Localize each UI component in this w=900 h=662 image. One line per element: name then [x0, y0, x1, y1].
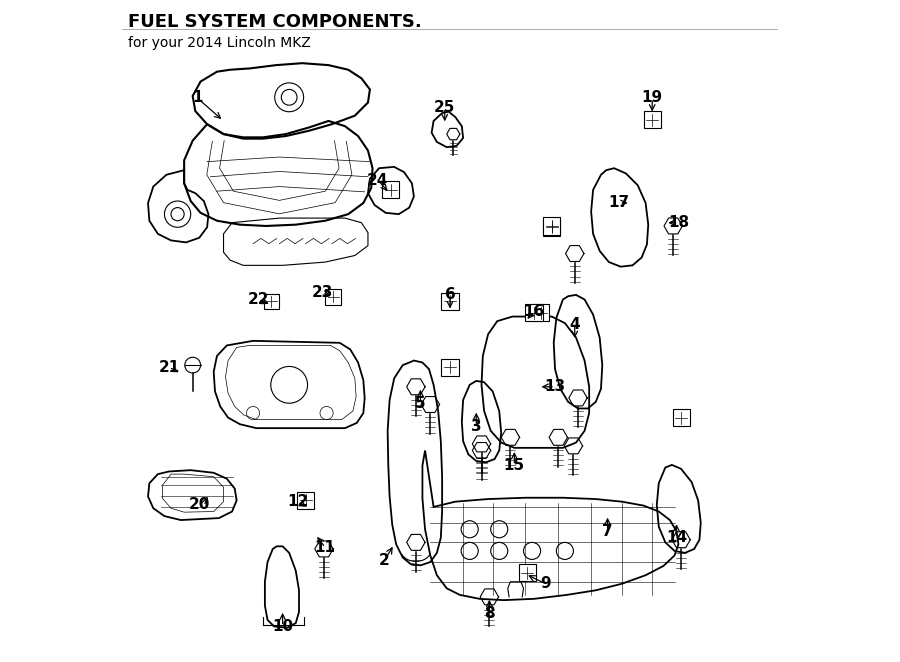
Bar — [526, 304, 543, 321]
Bar — [297, 492, 314, 509]
Text: 17: 17 — [608, 195, 630, 211]
Bar — [442, 293, 458, 310]
Bar — [442, 359, 458, 375]
Text: 8: 8 — [484, 606, 495, 621]
Bar — [325, 289, 341, 305]
Text: for your 2014 Lincoln MKZ: for your 2014 Lincoln MKZ — [129, 36, 311, 50]
Text: 15: 15 — [504, 458, 525, 473]
Text: FUEL SYSTEM COMPONENTS.: FUEL SYSTEM COMPONENTS. — [129, 13, 422, 30]
Bar — [544, 218, 561, 236]
Text: 20: 20 — [189, 497, 210, 512]
Bar — [544, 217, 561, 234]
Text: 5: 5 — [415, 396, 426, 410]
Text: 23: 23 — [311, 285, 333, 301]
Text: 3: 3 — [471, 418, 482, 434]
Text: 1: 1 — [192, 91, 202, 105]
Text: 10: 10 — [272, 619, 293, 634]
Text: 21: 21 — [158, 359, 180, 375]
Text: 19: 19 — [642, 91, 662, 105]
Text: 22: 22 — [248, 292, 269, 307]
Bar — [672, 409, 689, 426]
Text: 7: 7 — [602, 524, 613, 539]
Text: 13: 13 — [544, 379, 565, 395]
Text: 25: 25 — [434, 101, 455, 115]
Text: 2: 2 — [379, 553, 390, 568]
Text: 6: 6 — [445, 287, 455, 303]
Bar — [532, 304, 549, 321]
Text: 18: 18 — [668, 215, 689, 230]
Bar — [264, 293, 279, 309]
Bar — [382, 181, 400, 199]
Text: 12: 12 — [287, 494, 309, 509]
Text: 4: 4 — [570, 317, 580, 332]
Text: 24: 24 — [367, 173, 389, 187]
Text: 9: 9 — [540, 576, 551, 591]
Text: 11: 11 — [315, 540, 336, 555]
Bar — [644, 111, 661, 128]
Text: 16: 16 — [524, 304, 544, 319]
Text: 14: 14 — [666, 530, 687, 545]
Bar — [519, 564, 536, 581]
